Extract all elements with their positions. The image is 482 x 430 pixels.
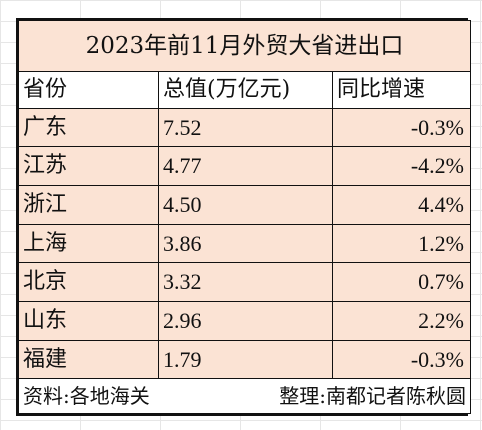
cell-total: 3.86 [158, 223, 333, 264]
cell-growth: -4.2% [332, 146, 471, 187]
cell-total: 3.32 [158, 262, 333, 303]
cell-total: 7.52 [158, 107, 333, 148]
cell-province: 江苏 [18, 146, 159, 187]
table-row: 广东 7.52 -0.3% [18, 107, 471, 148]
cell-growth: 4.4% [332, 185, 471, 225]
table-row: 浙江 4.50 4.4% [18, 185, 471, 225]
cell-growth: 2.2% [332, 301, 471, 341]
table-row: 福建 1.79 -0.3% [18, 339, 471, 380]
table-header-row: 省份 总值(万亿元) 同比增速 [18, 71, 471, 109]
table-title: 2023年前11月外贸大省进出口 [18, 19, 471, 73]
cell-province: 广东 [18, 107, 159, 148]
cell-province: 北京 [18, 262, 159, 303]
table-row: 上海 3.86 1.2% [18, 223, 471, 264]
footer-compiler: 整理:南都记者陈秋圆 [279, 384, 466, 409]
cell-province: 福建 [18, 339, 159, 380]
header-province: 省份 [18, 71, 159, 109]
cell-province: 上海 [18, 223, 159, 264]
table-footer: 资料:各地海关 整理:南都记者陈秋圆 [18, 378, 471, 414]
table-title-row: 2023年前11月外贸大省进出口 [18, 19, 471, 73]
cell-growth: 1.2% [332, 223, 471, 264]
cell-growth: -0.3% [332, 339, 471, 380]
cell-total: 4.77 [158, 146, 333, 187]
cell-province: 山东 [18, 301, 159, 341]
cell-province: 浙江 [18, 185, 159, 225]
cell-growth: -0.3% [332, 107, 471, 148]
table-footer-row: 资料:各地海关 整理:南都记者陈秋圆 [18, 378, 471, 414]
trade-table: 2023年前11月外贸大省进出口 省份 总值(万亿元) 同比增速 广东 7.52… [18, 19, 471, 414]
table-row: 山东 2.96 2.2% [18, 301, 471, 341]
trade-table-container: 2023年前11月外贸大省进出口 省份 总值(万亿元) 同比增速 广东 7.52… [16, 18, 471, 416]
header-total: 总值(万亿元) [158, 71, 333, 109]
cell-growth: 0.7% [332, 262, 471, 303]
table-row: 北京 3.32 0.7% [18, 262, 471, 303]
cell-total: 2.96 [158, 301, 333, 341]
cell-total: 1.79 [158, 339, 333, 380]
header-growth: 同比增速 [332, 71, 471, 109]
footer-source: 资料:各地海关 [23, 384, 150, 409]
cell-total: 4.50 [158, 185, 333, 225]
table-row: 江苏 4.77 -4.2% [18, 146, 471, 187]
